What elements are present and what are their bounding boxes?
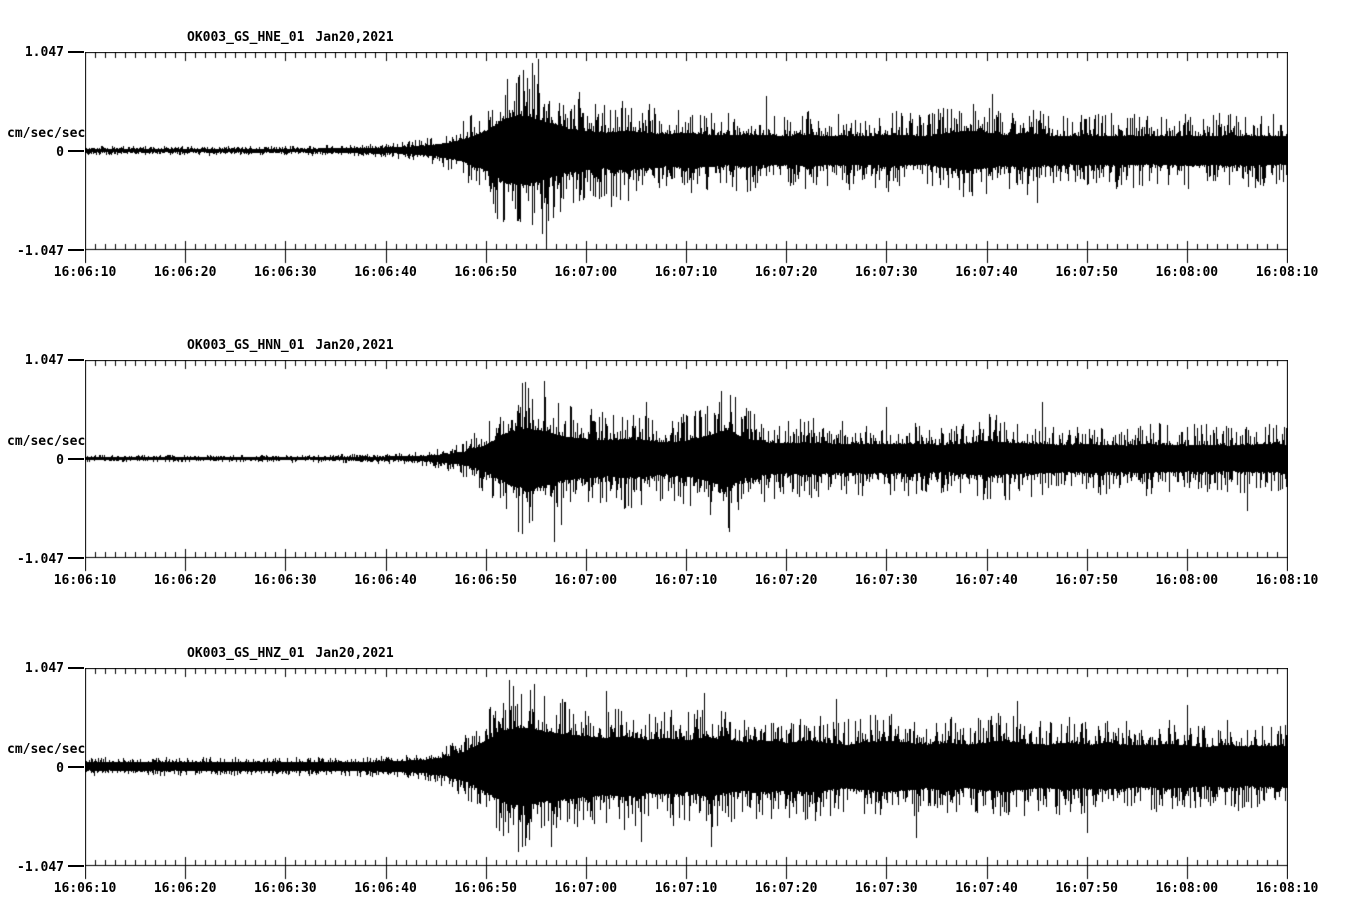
x-tick-label: 16:06:50 (454, 881, 517, 896)
x-axis-labels: 16:06:10 16:06:20 16:06:30 16:06:40 16:06:50… (0, 573, 1358, 589)
x-tick-label: 16:07:50 (1055, 881, 1118, 896)
y-axis-zero-label: 0 (56, 453, 64, 468)
plot-title-hnn: OK003_GS_HNN_01 Jan20,2021 (187, 338, 394, 353)
x-tick-label: 16:06:50 (454, 265, 517, 280)
x-tick-label: 16:07:00 (554, 881, 618, 896)
x-tick-label: 16:07:50 (1055, 573, 1118, 588)
y-tick-zero (68, 458, 84, 460)
x-tick-label: 16:07:50 (1055, 265, 1118, 280)
y-tick-min (68, 865, 84, 867)
waveform-canvas-hne (85, 52, 1288, 264)
x-tick-label: 16:08:00 (1155, 881, 1219, 896)
x-tick-label: 16:06:40 (354, 881, 417, 896)
date-label: Jan20,2021 (315, 338, 394, 353)
x-tick-label: 16:07:40 (955, 881, 1018, 896)
x-tick-label: 16:06:10 (53, 881, 117, 896)
x-tick-label: 16:07:10 (654, 573, 718, 588)
y-axis-min-label: -1.047 (17, 244, 64, 259)
plot-title-hnz: OK003_GS_HNZ_01 Jan20,2021 (187, 646, 394, 661)
y-axis-max-label: 1.047 (24, 45, 64, 60)
x-tick-label: 16:08:10 (1255, 573, 1319, 588)
y-axis-zero-label: 0 (56, 761, 64, 776)
station-channel-label: OK003_GS_HNZ_01 (187, 646, 305, 661)
x-tick-label: 16:06:40 (354, 265, 417, 280)
y-axis-max-label: 1.047 (24, 661, 64, 676)
x-tick-label: 16:06:30 (254, 265, 317, 280)
x-tick-label: 16:07:40 (955, 573, 1018, 588)
x-tick-label: 16:07:20 (754, 265, 818, 280)
x-tick-label: 16:06:20 (153, 573, 217, 588)
x-tick-label: 16:07:10 (654, 265, 718, 280)
x-tick-label: 16:07:20 (754, 573, 818, 588)
y-axis-unit-label: cm/sec/sec (7, 434, 86, 449)
x-tick-label: 16:07:00 (554, 573, 618, 588)
x-tick-label: 16:06:30 (254, 573, 317, 588)
waveform-canvas-hnn (85, 360, 1288, 572)
x-tick-label: 16:07:00 (554, 265, 618, 280)
seismogram-panel-hne: OK003_GS_HNE_01 Jan20,2021 1.047 cm/sec/s… (0, 0, 1358, 308)
y-axis-zero-label: 0 (56, 145, 64, 160)
x-tick-label: 16:08:10 (1255, 265, 1319, 280)
x-tick-label: 16:07:30 (855, 573, 918, 588)
x-tick-label: 16:07:20 (754, 881, 818, 896)
y-axis-min-label: -1.047 (17, 552, 64, 567)
station-channel-label: OK003_GS_HNE_01 (187, 30, 305, 45)
y-tick-max (68, 359, 84, 361)
date-label: Jan20,2021 (315, 30, 394, 45)
y-tick-zero (68, 766, 84, 768)
x-axis-labels: 16:06:10 16:06:20 16:06:30 16:06:40 16:06:50… (0, 881, 1358, 897)
seismogram-panel-hnn: OK003_GS_HNN_01 Jan20,2021 1.047 cm/sec/s… (0, 308, 1358, 616)
x-tick-label: 16:06:50 (454, 573, 517, 588)
y-tick-max (68, 51, 84, 53)
plot-title-hne: OK003_GS_HNE_01 Jan20,2021 (187, 30, 394, 45)
y-tick-min (68, 249, 84, 251)
y-axis-unit-label: cm/sec/sec (7, 742, 86, 757)
y-axis-unit-label: cm/sec/sec (7, 126, 86, 141)
x-tick-label: 16:07:30 (855, 881, 918, 896)
x-tick-label: 16:06:40 (354, 573, 417, 588)
y-tick-max (68, 667, 84, 669)
x-tick-label: 16:06:10 (53, 573, 117, 588)
y-axis-max-label: 1.047 (24, 353, 64, 368)
x-tick-label: 16:06:10 (53, 265, 117, 280)
x-axis-labels: 16:06:10 16:06:20 16:06:30 16:06:40 16:06:50… (0, 265, 1358, 281)
x-tick-label: 16:07:30 (855, 265, 918, 280)
x-tick-label: 16:06:20 (153, 265, 217, 280)
y-axis-min-label: -1.047 (17, 860, 64, 875)
x-tick-label: 16:06:30 (254, 881, 317, 896)
x-tick-label: 16:07:10 (654, 881, 718, 896)
x-tick-label: 16:08:00 (1155, 573, 1219, 588)
station-channel-label: OK003_GS_HNN_01 (187, 338, 305, 353)
x-tick-label: 16:08:10 (1255, 881, 1319, 896)
x-tick-label: 16:08:00 (1155, 265, 1219, 280)
seismogram-panel-hnz: OK003_GS_HNZ_01 Jan20,2021 1.047 cm/sec/s… (0, 616, 1358, 924)
x-tick-label: 16:06:20 (153, 881, 217, 896)
date-label: Jan20,2021 (315, 646, 394, 661)
waveform-canvas-hnz (85, 668, 1288, 880)
y-tick-min (68, 557, 84, 559)
y-tick-zero (68, 150, 84, 152)
x-tick-label: 16:07:40 (955, 265, 1018, 280)
